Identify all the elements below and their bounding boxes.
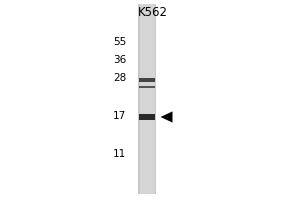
Bar — [139, 78, 155, 82]
Bar — [138, 4, 156, 194]
Bar — [139, 86, 155, 88]
Text: 17: 17 — [113, 111, 126, 121]
Polygon shape — [160, 111, 172, 123]
Text: 11: 11 — [113, 149, 126, 159]
Bar — [139, 114, 155, 120]
Text: K562: K562 — [138, 5, 168, 19]
Bar — [140, 4, 154, 194]
Text: 55: 55 — [113, 37, 126, 47]
Text: 36: 36 — [113, 55, 126, 65]
Text: 28: 28 — [113, 73, 126, 83]
